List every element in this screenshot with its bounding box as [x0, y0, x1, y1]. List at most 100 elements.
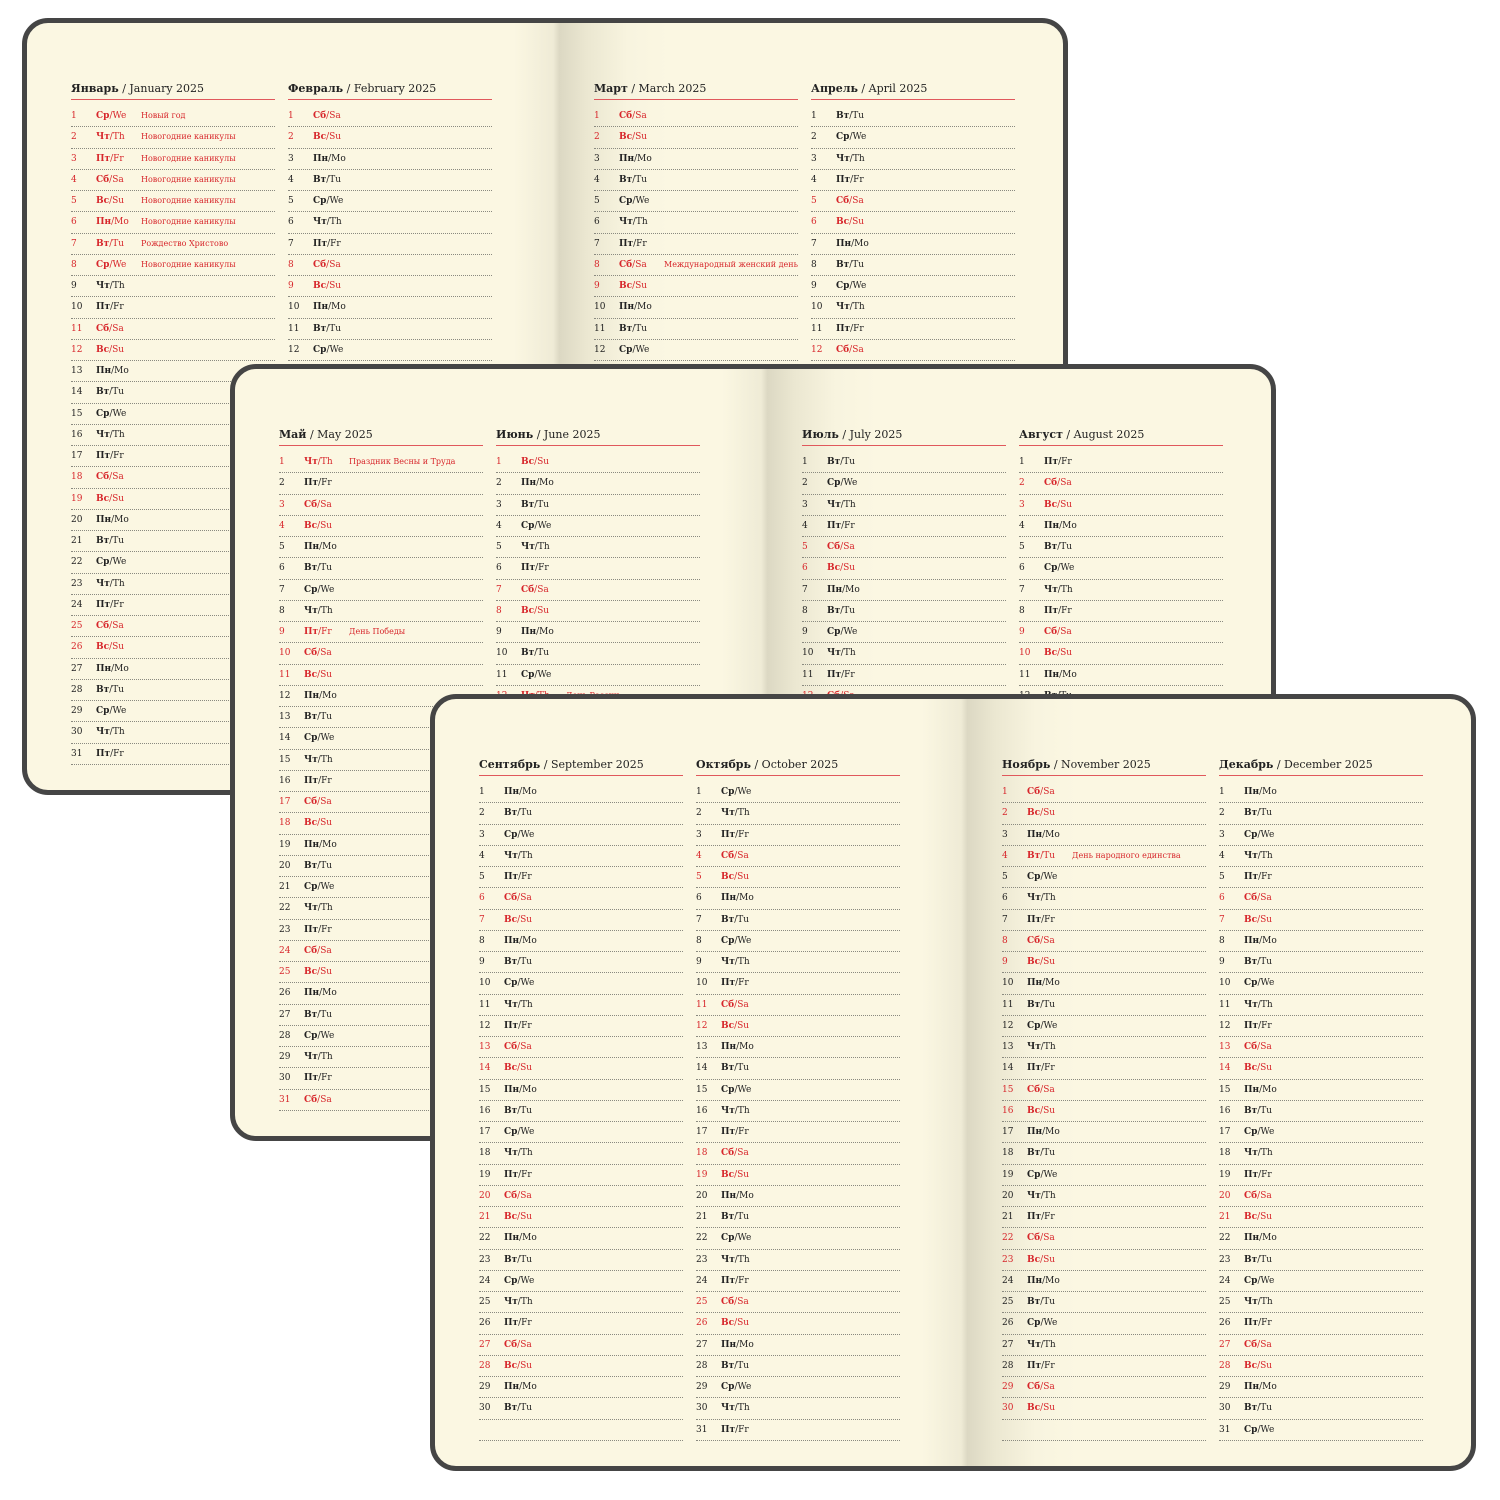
day-number: 29 [696, 1382, 708, 1392]
day-row: 26 Ср/We [1002, 1313, 1206, 1335]
month-header: Декабрь / December 2025 [1219, 755, 1423, 776]
day-number: 24 [71, 599, 83, 610]
day-number: 3 [802, 499, 808, 510]
day-number: 4 [811, 174, 817, 185]
day-number: 10 [594, 302, 606, 313]
weekday-label: Пт/Fr [96, 451, 124, 461]
day-number: 1 [1019, 457, 1025, 467]
day-number: 11 [802, 669, 814, 680]
day-number: 23 [279, 924, 291, 935]
weekday-label: Сб/Sa [836, 344, 864, 355]
day-number: 8 [811, 259, 817, 270]
day-row: 3 Вт/Tu [496, 495, 700, 516]
day-row: 13 Вт/Tu [279, 707, 483, 729]
day-number: 25 [1002, 1297, 1014, 1307]
day-number: 13 [1002, 1042, 1014, 1052]
weekday-label: Вс/Su [1027, 1254, 1056, 1265]
day-number: 31 [696, 1424, 708, 1435]
weekday-label: Вс/Su [96, 493, 125, 504]
weekday-label: Чт/Th [827, 499, 856, 510]
day-row: 1 Вт/Tu [802, 452, 1006, 474]
day-row: 19 Пн/Mo [279, 835, 483, 856]
day-number: 6 [811, 217, 817, 228]
weekday-label: Ср/We [96, 259, 127, 270]
weekday-label: Вс/Su [504, 914, 533, 925]
day-row: 8 Сб/Sa [288, 255, 492, 276]
day-number: 8 [479, 935, 485, 946]
day-row: 18 Вс/Su [279, 813, 483, 835]
day-row: 18 Чт/Th [1219, 1143, 1423, 1165]
day-number: 24 [1002, 1275, 1014, 1286]
day-number: 2 [802, 478, 808, 489]
day-number: 27 [479, 1339, 491, 1350]
day-number: 1 [496, 457, 502, 467]
weekday-label: Чт/Th [1244, 999, 1273, 1010]
weekday-label: Пн/Mo [1244, 1233, 1277, 1244]
day-number: 7 [479, 914, 485, 925]
weekday-label: Вт/Tu [313, 323, 342, 334]
day-row: 3 Пн/Mo [288, 149, 492, 170]
weekday-label: Сб/Sa [1044, 627, 1072, 637]
day-number: 10 [1002, 978, 1014, 989]
day-row: 9 Сб/Sa [1019, 622, 1223, 644]
day-row: 6 Пн/Mo [696, 888, 900, 910]
weekday-label: Пт/Fr [721, 1424, 749, 1435]
weekday-label: Пт/Fr [313, 238, 341, 249]
day-row: 11 Сб/Sa [696, 995, 900, 1016]
weekday-label: Пн/Mo [521, 478, 554, 489]
day-row: 24 Пн/Mo [1002, 1271, 1206, 1292]
day-row: 3 Сб/Sa [279, 495, 483, 516]
day-number: 31 [1219, 1424, 1231, 1435]
day-number: 12 [1219, 1020, 1231, 1031]
day-row: 23 Вт/Tu [1219, 1250, 1423, 1271]
day-number: 6 [71, 217, 77, 228]
day-row: 9 Вт/Tu [479, 952, 683, 974]
day-number: 7 [1019, 584, 1025, 595]
day-row: 11 Пт/Fr [811, 319, 1015, 340]
weekday-label: Сб/Sa [721, 1297, 749, 1307]
day-number: 26 [279, 988, 291, 999]
weekday-label: Вт/Tu [521, 499, 550, 510]
day-row: 8 Ср/We Новогодние каникулы [71, 255, 275, 276]
day-number: 6 [1219, 893, 1225, 904]
day-row: 17 Ср/We [479, 1122, 683, 1144]
day-row: 3 Чт/Th [811, 149, 1015, 170]
day-row: 8 Чт/Th [279, 601, 483, 622]
day-number: 25 [479, 1297, 491, 1307]
month-name-en: / October 2025 [754, 758, 839, 771]
day-row: 9 Чт/Th [71, 276, 275, 298]
weekday-label: Пн/Mo [1044, 669, 1077, 680]
day-row: 13 Сб/Sa [479, 1037, 683, 1059]
day-number: 2 [696, 808, 702, 819]
day-row: 31 Пт/Fr [696, 1420, 900, 1441]
weekday-label: Сб/Sa [96, 472, 124, 483]
weekday-label: Чт/Th [304, 457, 333, 467]
weekday-label: Чт/Th [619, 217, 648, 228]
day-row: 7 Вс/Su [479, 910, 683, 931]
weekday-label: Пт/Fr [827, 520, 855, 531]
day-number: 8 [1219, 935, 1225, 946]
day-number: 5 [1002, 872, 1008, 882]
day-number: 5 [1019, 542, 1025, 552]
day-row: 20 Вт/Tu [279, 856, 483, 877]
month-name-ru: Июль [802, 428, 839, 441]
day-row: 15 Пн/Mo [1219, 1080, 1423, 1101]
day-number: 18 [1002, 1148, 1014, 1159]
weekday-label: Вт/Tu [96, 387, 125, 398]
day-row: 16 Вт/Tu [1219, 1101, 1423, 1122]
day-number: 12 [71, 344, 83, 355]
day-row: 19 Ср/We [1002, 1165, 1206, 1186]
day-row: 6 Чт/Th [594, 212, 798, 234]
day-number: 12 [594, 344, 606, 355]
day-number: 7 [811, 238, 817, 249]
day-number: 17 [479, 1127, 491, 1137]
weekday-label: Вс/Su [504, 1063, 533, 1074]
day-row: 17 Пт/Fr [71, 446, 275, 468]
day-number: 10 [479, 978, 491, 989]
day-row: 11 Вт/Tu [1002, 995, 1206, 1016]
weekday-label: Пт/Fr [1244, 1318, 1272, 1329]
day-number: 11 [1019, 669, 1031, 680]
day-row: 4 Чт/Th [1219, 846, 1423, 867]
day-row: 22 Ср/We [696, 1228, 900, 1250]
weekday-label: Вс/Su [304, 967, 333, 977]
